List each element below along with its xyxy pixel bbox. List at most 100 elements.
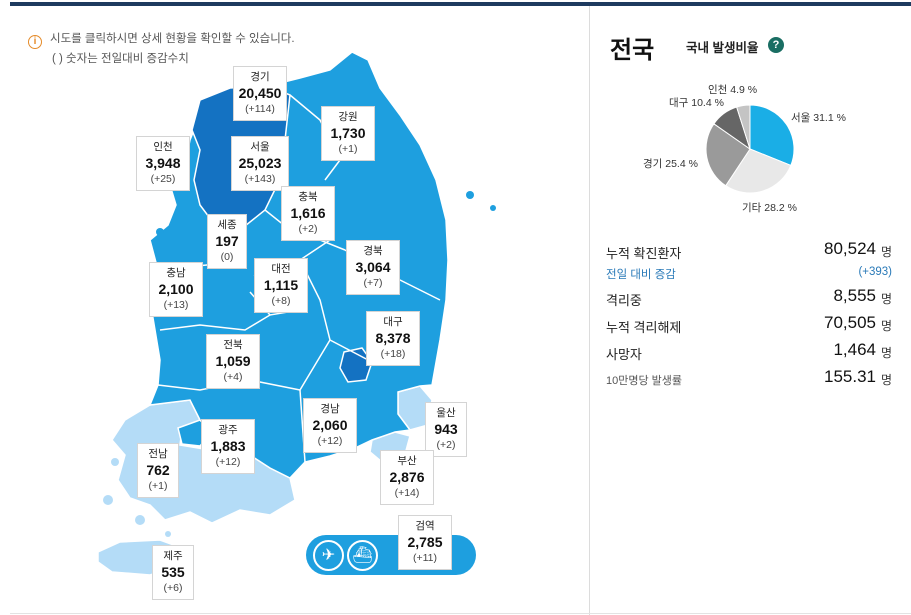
- region-count: 3,948: [145, 155, 181, 171]
- region-delta: (+25): [150, 173, 176, 185]
- region-gangwon[interactable]: 강원 1,730 (+1): [321, 106, 375, 161]
- stat-isolated: 격리중 8,555 명: [606, 285, 892, 312]
- top-accent-bar: [10, 2, 911, 6]
- region-name: 인천: [153, 141, 173, 153]
- stats-list: 누적 확진환자 80,524 명 전일 대비 증감 (+393) 격리중 8,5…: [606, 238, 892, 393]
- stat-unit: 명: [880, 319, 892, 333]
- panel-divider: [589, 6, 590, 615]
- region-delta: (+8): [271, 295, 291, 307]
- stat-value: 1,464: [833, 340, 876, 359]
- region-count: 2,060: [312, 417, 348, 433]
- korea-map: i 시도를 클릭하시면 상세 현황을 확인할 수 있습니다. ( ) 숫자는 전일…: [28, 33, 496, 600]
- stat-label: 격리중: [606, 293, 642, 308]
- stat-label: 10만명당 발생률: [606, 375, 683, 387]
- stat-unit: 명: [880, 245, 892, 259]
- ship-icon: ⛴: [347, 540, 378, 571]
- region-count: 2,785: [407, 534, 443, 550]
- map-islands: [103, 425, 171, 537]
- stat-value: 80,524: [824, 239, 876, 258]
- region-delta: (+4): [223, 371, 243, 383]
- region-name: 전남: [148, 448, 168, 460]
- region-name: 광주: [218, 424, 238, 436]
- stat-label: 누적 확진환자: [606, 246, 682, 261]
- region-jeonnam[interactable]: 전남 762 (+1): [137, 443, 179, 498]
- panel-title: 전국: [610, 37, 655, 64]
- pie-label-other: 기타 28.2 %: [742, 202, 797, 214]
- stat-label: 전일 대비 증감: [606, 269, 676, 281]
- region-gyeongbuk[interactable]: 경북 3,064 (+7): [346, 240, 400, 295]
- region-chungbuk[interactable]: 충북 1,616 (+2): [281, 186, 335, 241]
- region-delta: (+12): [317, 435, 343, 447]
- region-count: 1,115: [263, 277, 299, 293]
- stat-value: 70,505: [824, 313, 876, 332]
- region-delta: (+2): [436, 439, 456, 451]
- region-delta: (+18): [380, 348, 406, 360]
- pie-slice-seoul: [749, 104, 795, 167]
- pie-svg: [705, 104, 795, 194]
- region-count: 197: [215, 233, 239, 249]
- frame-bottom-line: [10, 613, 911, 614]
- region-count: 762: [146, 462, 170, 478]
- notice-line1: 시도를 클릭하시면 상세 현황을 확인할 수 있습니다.: [50, 33, 295, 45]
- region-name: 대구: [383, 316, 403, 328]
- region-name: 서울: [250, 141, 270, 153]
- region-delta: (+1): [148, 480, 168, 492]
- region-name: 부산: [397, 455, 417, 467]
- pie-slice-other: [725, 148, 792, 194]
- region-delta: (+12): [215, 456, 241, 468]
- stat-rate-per-100k: 10만명당 발생률 155.31 명: [606, 366, 892, 393]
- stat-unit: 명: [880, 292, 892, 306]
- stat-deaths: 사망자 1,464 명: [606, 339, 892, 366]
- region-daejeon[interactable]: 대전 1,115 (+8): [254, 258, 308, 313]
- map-islands-north: [156, 191, 496, 236]
- region-count: 1,883: [210, 438, 246, 454]
- region-count: 1,616: [290, 205, 326, 221]
- region-ulsan[interactable]: 울산 943 (+2): [425, 402, 467, 457]
- stat-total-confirmed: 누적 확진환자 80,524 명: [606, 238, 892, 265]
- region-chungnam[interactable]: 충남 2,100 (+13): [149, 262, 203, 317]
- region-name: 울산: [436, 407, 456, 419]
- region-name: 경남: [320, 403, 340, 415]
- pie-slice-gyeonggi: [705, 123, 751, 187]
- region-name: 검역: [415, 520, 435, 532]
- region-name: 충남: [166, 267, 186, 279]
- region-jeonbuk[interactable]: 전북 1,059 (+4): [206, 334, 260, 389]
- region-count: 943: [434, 421, 458, 437]
- region-daegu[interactable]: 대구 8,378 (+18): [366, 311, 420, 366]
- region-delta: (+6): [163, 582, 183, 594]
- region-count: 25,023: [238, 155, 282, 171]
- stat-value: (+393): [858, 266, 892, 278]
- region-sejong[interactable]: 세종 197 (0): [207, 214, 247, 269]
- region-delta: (+11): [412, 552, 438, 564]
- region-quarantine[interactable]: 검역 2,785 (+11): [398, 515, 452, 570]
- help-icon[interactable]: ?: [768, 37, 784, 53]
- pie-slice-incheon: [736, 104, 751, 150]
- pie-label-gyeonggi: 경기 25.4 %: [643, 158, 698, 170]
- pie-label-daegu: 대구 10.4 %: [669, 97, 724, 109]
- region-delta: (+13): [163, 299, 189, 311]
- region-name: 강원: [338, 111, 358, 123]
- map-region-daegu[interactable]: [339, 347, 373, 383]
- region-delta: (+2): [298, 223, 318, 235]
- region-delta: (+7): [363, 277, 383, 289]
- quarantine-pill[interactable]: ✈ ⛴ 검역 2,785 (+11): [306, 515, 476, 575]
- region-name: 대전: [271, 263, 291, 275]
- occurrence-pie-chart: 인천 4.9 % 대구 10.4 % 서울 31.1 % 경기 25.4 % 기…: [590, 78, 911, 218]
- region-gyeonggi[interactable]: 경기 20,450 (+114): [233, 66, 287, 121]
- region-name: 경기: [250, 71, 270, 83]
- stat-unit: 명: [880, 346, 892, 360]
- region-incheon[interactable]: 인천 3,948 (+25): [136, 136, 190, 191]
- region-gwangju[interactable]: 광주 1,883 (+12): [201, 419, 255, 474]
- region-delta: (+143): [244, 173, 276, 185]
- region-seoul[interactable]: 서울 25,023 (+143): [231, 136, 289, 191]
- stat-unit: 명: [880, 373, 892, 387]
- pie-label-incheon: 인천 4.9 %: [708, 84, 758, 96]
- region-busan[interactable]: 부산 2,876 (+14): [380, 450, 434, 505]
- airplane-icon: ✈: [313, 540, 344, 571]
- region-count: 2,876: [389, 469, 425, 485]
- region-gyeongnam[interactable]: 경남 2,060 (+12): [303, 398, 357, 453]
- region-jeju[interactable]: 제주 535 (+6): [152, 545, 194, 600]
- stat-value: 155.31: [824, 367, 876, 386]
- region-count: 20,450: [238, 85, 282, 101]
- stat-label: 사망자: [606, 347, 642, 362]
